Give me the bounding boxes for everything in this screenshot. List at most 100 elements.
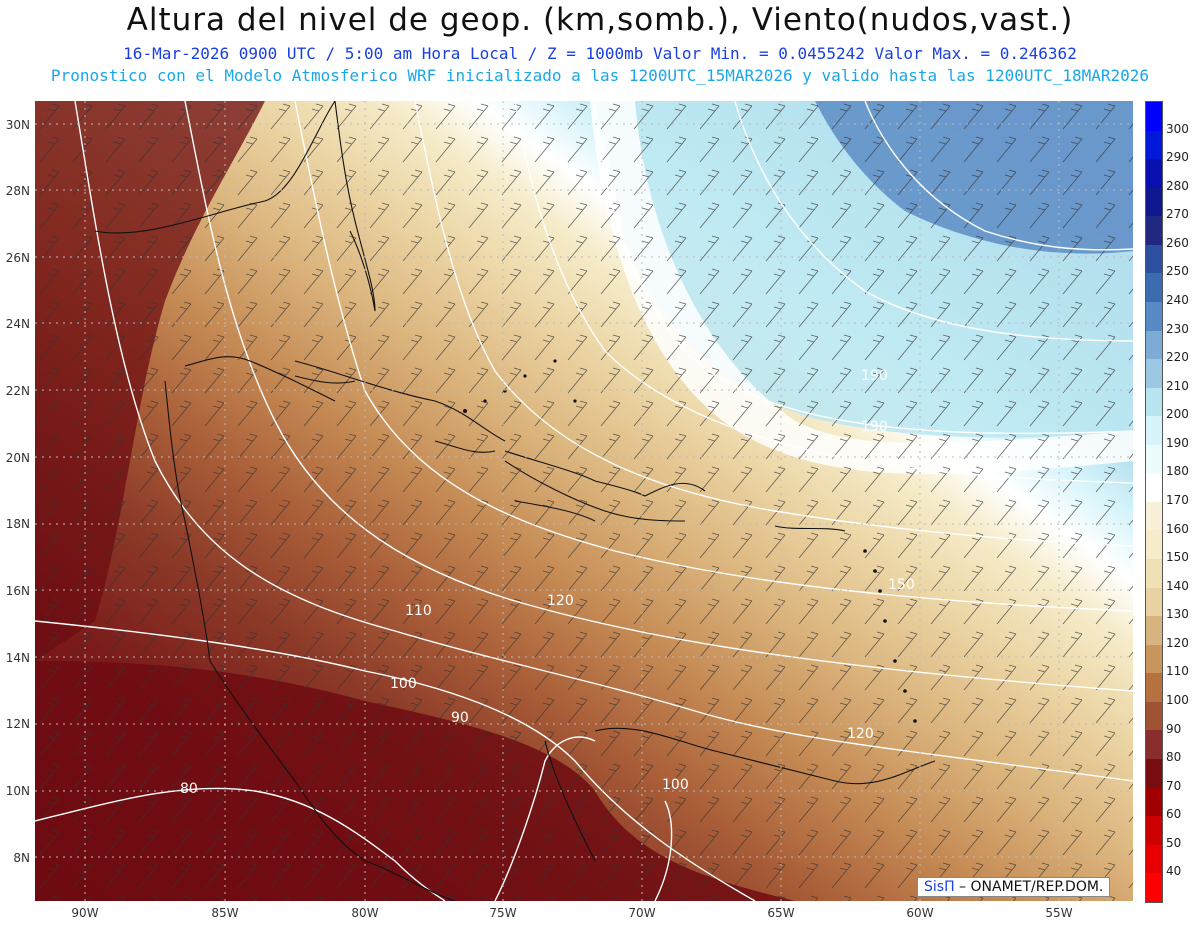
- color-scale-segment: [1146, 301, 1162, 331]
- lat-label: 20N: [5, 451, 30, 465]
- lat-label: 8N: [13, 851, 30, 865]
- color-scale-label: 260: [1166, 235, 1189, 250]
- color-scale-label: 170: [1166, 493, 1189, 507]
- color-scale-label: 180: [1166, 464, 1189, 479]
- islands: [463, 359, 917, 723]
- color-scale-segment: [1146, 644, 1162, 674]
- lat-label: 22N: [5, 384, 30, 398]
- color-scale-segment: [1146, 844, 1162, 874]
- color-scale-label: 160: [1166, 521, 1189, 536]
- color-scale-segment: [1146, 216, 1162, 245]
- color-scale-segment: [1146, 873, 1162, 902]
- color-scale-segment: [1146, 730, 1162, 759]
- color-scale-label: 120: [1166, 635, 1189, 650]
- color-scale-label: 130: [1166, 607, 1189, 622]
- color-scale-segment: [1146, 530, 1162, 559]
- graticule: [35, 101, 1133, 901]
- sispi-logo-text: SisΠ: [924, 879, 955, 895]
- contour-label: 100: [390, 676, 417, 692]
- color-scale-label: 240: [1166, 293, 1189, 307]
- lat-label: 24N: [5, 317, 30, 331]
- lon-label: 85W: [211, 906, 239, 920]
- color-scale-segment: [1146, 587, 1162, 617]
- lat-label: 12N: [5, 717, 30, 731]
- color-scale-bar: [1145, 101, 1163, 903]
- color-scale-segment: [1146, 159, 1162, 188]
- color-scale-segment: [1146, 330, 1162, 360]
- color-scale-segment: [1146, 501, 1162, 531]
- color-scale-label: 250: [1166, 264, 1189, 279]
- model-run-subtitle: Pronostico con el Modelo Atmosferico WRF…: [50, 66, 1150, 85]
- color-scale-label: 220: [1166, 350, 1189, 365]
- color-scale-label: 40: [1166, 864, 1182, 879]
- lat-label: 28N: [5, 184, 30, 198]
- contour-label: 190: [861, 419, 888, 435]
- color-scale-label: 230: [1166, 321, 1189, 336]
- lon-label: 90W: [71, 906, 99, 920]
- color-scale-label: 50: [1166, 835, 1182, 850]
- credit-org: – ONAMET/REP.DOM.: [954, 879, 1104, 895]
- color-scale-segment: [1146, 616, 1162, 645]
- lat-label: 16N: [5, 584, 30, 598]
- color-scale-label: 150: [1166, 550, 1189, 565]
- color-scale-segment: [1146, 273, 1162, 302]
- color-scale-label: 100: [1166, 693, 1189, 707]
- color-scale-label: 300: [1166, 121, 1189, 136]
- contour-label: 150: [888, 577, 915, 593]
- contour-label: 80: [180, 781, 198, 797]
- map-canvas: 80 90 100 110 120 100 120 150 190 190: [35, 101, 1133, 901]
- color-scale-label: 80: [1166, 750, 1182, 765]
- color-scale-label: 200: [1166, 407, 1189, 422]
- contour-label-group: 80 90 100 110 120 100 120 150 190 190: [180, 368, 915, 797]
- color-scale-segment: [1146, 187, 1162, 217]
- map-title: Altura del nivel de geop. (km,somb.), Vi…: [126, 2, 1074, 38]
- lon-label: 75W: [489, 906, 517, 920]
- lat-label: 30N: [5, 118, 30, 132]
- lat-label: 26N: [5, 251, 30, 265]
- color-scale-label: 140: [1166, 578, 1189, 593]
- lat-label: 14N: [5, 651, 30, 665]
- contour-label: 120: [847, 726, 874, 742]
- color-scale-segment: [1146, 559, 1162, 588]
- color-scale-label: 280: [1166, 178, 1189, 193]
- color-scale-label: 60: [1166, 807, 1182, 822]
- height-contours: [35, 101, 1133, 901]
- lon-label: 60W: [906, 906, 934, 920]
- color-scale-segment: [1146, 701, 1162, 731]
- color-scale-label: 90: [1166, 721, 1182, 736]
- color-scale-segment: [1146, 102, 1162, 131]
- color-scale-segment: [1146, 758, 1162, 788]
- color-scale-segment: [1146, 673, 1162, 702]
- map-panel: 80 90 100 110 120 100 120 150 190 190: [35, 101, 1133, 901]
- contour-label: 100: [662, 777, 689, 793]
- color-scale-segment: [1146, 387, 1162, 417]
- lon-label: 70W: [628, 906, 656, 920]
- color-scale-label: 70: [1166, 778, 1182, 793]
- lon-label: 65W: [767, 906, 795, 920]
- color-scale-segment: [1146, 130, 1162, 160]
- color-scale-segment: [1146, 244, 1162, 274]
- valid-time-subtitle: 16-Mar-2026 0900 UTC / 5:00 am Hora Loca…: [123, 44, 1077, 63]
- lon-label: 55W: [1045, 906, 1073, 920]
- color-scale-segment: [1146, 359, 1162, 388]
- color-scale-label: 190: [1166, 435, 1189, 450]
- lat-label: 10N: [5, 784, 30, 798]
- color-scale-label: 110: [1166, 664, 1189, 679]
- color-scale-segment: [1146, 816, 1162, 845]
- contour-label: 190: [861, 368, 888, 384]
- contour-label: 90: [451, 710, 469, 726]
- credit-box: SisΠ – ONAMET/REP.DOM.: [917, 877, 1111, 897]
- contour-label: 120: [547, 593, 574, 609]
- color-scale-label: 270: [1166, 207, 1189, 222]
- color-scale-label: 210: [1166, 378, 1189, 393]
- color-scale-label: 290: [1166, 150, 1189, 165]
- color-scale-segment: [1146, 473, 1162, 502]
- coastlines: [94, 101, 936, 901]
- color-scale-segment: [1146, 416, 1162, 445]
- lat-label: 18N: [5, 517, 30, 531]
- color-scale-segment: [1146, 787, 1162, 817]
- lon-label: 80W: [351, 906, 379, 920]
- contour-label: 110: [405, 603, 432, 619]
- color-scale-segment: [1146, 444, 1162, 474]
- wind-barbs: [35, 101, 1133, 901]
